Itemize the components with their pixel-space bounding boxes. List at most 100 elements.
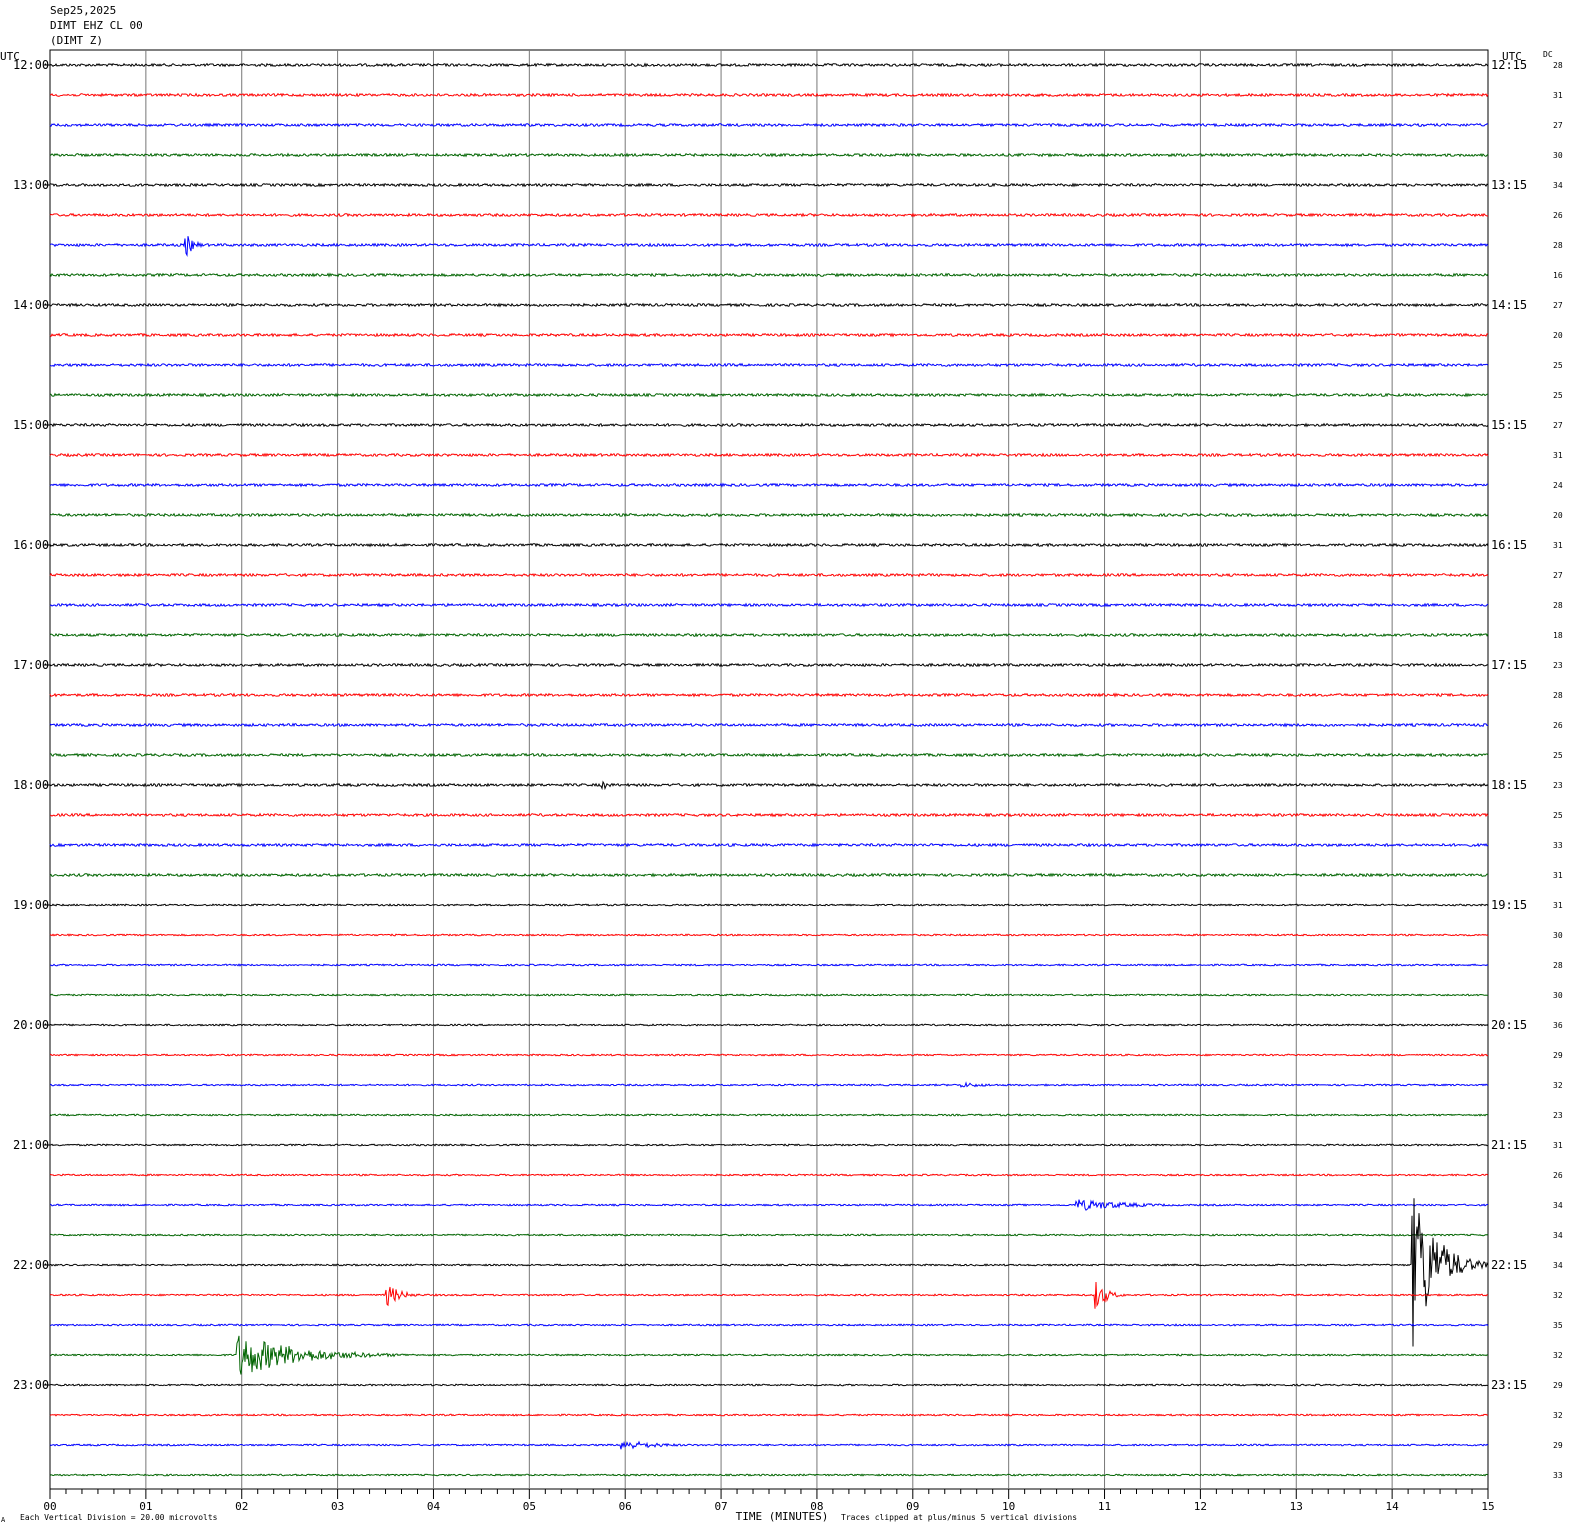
x-tick-label: 12 [1194,1500,1207,1513]
dc-offset-label: 24 [1553,481,1563,490]
dc-offset-label: 25 [1553,751,1563,760]
trace-row-30 [50,963,1489,967]
dc-offset-label: 32 [1553,1351,1563,1360]
trace-row-42 [49,1323,1489,1327]
trace-row-12 [49,422,1489,428]
right-hour-label: 19:15 [1491,898,1527,912]
trace-row-24 [49,780,1489,791]
dc-offset-label: 25 [1553,811,1563,820]
x-tick-label: 00 [43,1500,56,1513]
right-hour-label: 23:15 [1491,1378,1527,1392]
date-label: Sep25,2025 [50,4,117,17]
trace-row-35 [49,1113,1489,1117]
dc-offset-label: 26 [1553,1171,1563,1180]
trace-row-46 [49,1440,1489,1450]
x-tick-label: 05 [523,1500,536,1513]
dc-offset-label: 16 [1553,271,1563,280]
left-hour-label: 13:00 [13,178,49,192]
trace-row-13 [49,452,1489,458]
trace-row-17 [49,572,1489,578]
plot-frame [49,49,1489,1490]
trace-row-37 [49,1173,1489,1177]
left-hour-label: 19:00 [13,898,49,912]
right-hour-label: 21:15 [1491,1138,1527,1152]
dc-title: DC [1543,50,1553,59]
trace-row-47 [49,1473,1489,1477]
trace-row-14 [49,482,1489,488]
dc-offset-label: 34 [1553,181,1563,190]
dc-offset-label: 26 [1553,721,1563,730]
right-hour-label: 12:15 [1491,58,1527,72]
trace-row-7 [49,272,1489,278]
x-tick-label: 01 [139,1500,152,1513]
trace-row-18 [49,602,1489,608]
dc-offset-label: 31 [1553,901,1563,910]
clipping-note: Traces clipped at plus/minus 5 vertical … [841,1513,1078,1522]
left-hour-label: 23:00 [13,1378,49,1392]
dc-offset-label: 34 [1553,1231,1563,1240]
trace-row-8 [49,302,1489,308]
left-hour-label: 16:00 [13,538,49,552]
left-hour-label: 12:00 [13,58,49,72]
dc-offset-label: 36 [1553,1021,1563,1030]
dc-offset-label: 28 [1553,691,1563,700]
trace-row-40 [50,1198,1489,1347]
x-tick-label: 02 [235,1500,248,1513]
dc-offset-label: 25 [1553,391,1563,400]
dc-offset-label: 27 [1553,121,1563,130]
x-tick-label: 13 [1290,1500,1303,1513]
dc-offset-label: 33 [1553,841,1563,850]
channel-label: (DIMT Z) [50,34,103,47]
right-utc-title: UTC [1502,50,1522,63]
left-hour-label: 22:00 [13,1258,49,1272]
trace-row-0 [49,62,1489,68]
dc-offset-label: 29 [1553,1051,1563,1060]
x-tick-label: 11 [1098,1500,1111,1513]
dc-offset-label: 25 [1553,361,1563,370]
dc-offset-label: 34 [1553,1201,1563,1210]
dc-offset-label: 28 [1553,61,1563,70]
dc-offset-label: 26 [1553,211,1563,220]
trace-row-20 [49,662,1489,668]
dc-offset-label: 29 [1553,1381,1563,1390]
trace-row-15 [49,512,1489,518]
right-hour-label: 14:15 [1491,298,1527,312]
trace-row-6 [49,236,1489,257]
dc-offset-label: 27 [1553,571,1563,580]
dc-offset-label: 35 [1553,1321,1563,1330]
dc-offset-label: 28 [1553,961,1563,970]
trace-row-44 [49,1383,1489,1387]
trace-row-23 [49,752,1489,758]
x-tick-label: 14 [1386,1500,1400,1513]
dc-offset-label: 32 [1553,1411,1563,1420]
x-tick-label: 03 [331,1500,344,1513]
left-utc-title: UTC [0,50,20,63]
corner-mark: A [1,1516,6,1524]
trace-row-16 [49,542,1489,548]
dc-offset-label: 28 [1553,241,1563,250]
x-tick-label: 06 [619,1500,632,1513]
trace-row-1 [49,92,1489,98]
dc-offset-label: 32 [1553,1081,1563,1090]
left-hour-label: 18:00 [13,778,49,792]
left-hour-label: 14:00 [13,298,49,312]
dc-offset-label: 27 [1553,301,1563,310]
dc-offset-label: 23 [1553,781,1563,790]
dc-offset-label: 32 [1553,1291,1563,1300]
axis-labels: 00 01 02 03 04 05 06 07 08 09 10 11 12 13 14 15 TIME (MI… [0,50,1563,1523]
trace-row-43 [49,1335,1489,1375]
grid [44,49,1489,1499]
dc-offset-label: 33 [1553,1471,1563,1480]
dc-offset-label: 34 [1553,1261,1563,1270]
trace-row-39 [49,1233,1489,1237]
dc-offset-label: 31 [1553,451,1563,460]
dc-offset-label: 20 [1553,331,1563,340]
right-hour-label: 22:15 [1491,1258,1527,1272]
left-hour-label: 15:00 [13,418,49,432]
dc-offset-label: 31 [1553,91,1563,100]
right-hour-label: 13:15 [1491,178,1527,192]
dc-offset-label: 23 [1553,1111,1563,1120]
right-hour-label: 16:15 [1491,538,1527,552]
trace-row-3 [49,152,1489,158]
trace-row-45 [49,1413,1489,1417]
